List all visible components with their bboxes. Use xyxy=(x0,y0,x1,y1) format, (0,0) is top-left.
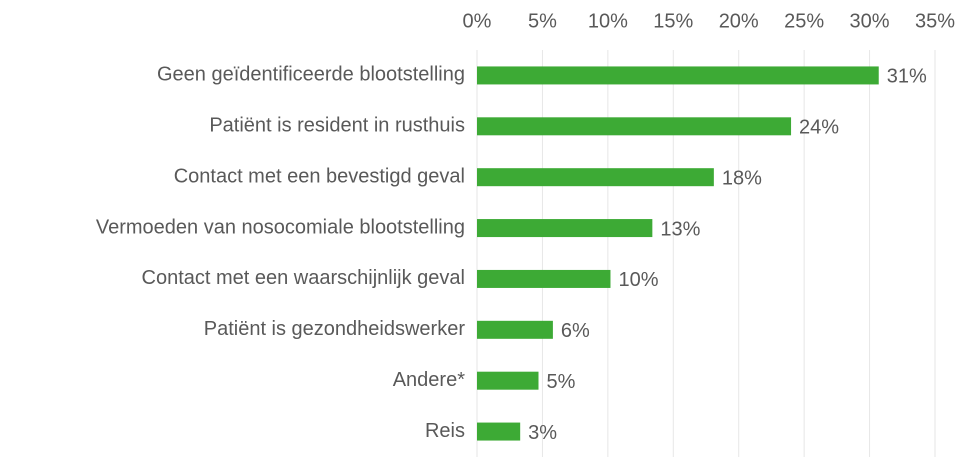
x-tick-label: 35% xyxy=(915,10,955,32)
data-label: 31% xyxy=(887,66,927,88)
bar xyxy=(477,168,714,187)
bar xyxy=(477,117,792,136)
bar xyxy=(477,66,879,85)
data-label: 18% xyxy=(722,167,762,189)
data-label: 13% xyxy=(660,218,700,240)
bar xyxy=(477,422,521,441)
y-tick-label: Reis xyxy=(425,420,465,442)
bar xyxy=(477,269,611,288)
x-tick-label: 10% xyxy=(588,10,628,32)
data-label: 5% xyxy=(547,371,576,393)
x-tick-label: 15% xyxy=(653,10,693,32)
data-label: 3% xyxy=(528,422,557,444)
y-tick-label: Contact met een bevestigd geval xyxy=(174,165,465,187)
data-label: 6% xyxy=(561,320,590,342)
x-tick-label: 0% xyxy=(463,10,492,32)
x-tick-label: 25% xyxy=(784,10,824,32)
x-tick-label: 30% xyxy=(850,10,890,32)
bar xyxy=(477,219,653,238)
data-label: 24% xyxy=(799,117,839,139)
y-tick-label: Geen geïdentificeerde blootstelling xyxy=(157,64,465,86)
x-tick-label: 20% xyxy=(719,10,759,32)
y-tick-label: Vermoeden van nosocomiale blootstelling xyxy=(96,216,465,238)
y-tick-label: Andere* xyxy=(393,369,465,391)
bar xyxy=(477,320,553,339)
y-tick-label: Contact met een waarschijnlijk geval xyxy=(142,267,466,289)
data-label: 10% xyxy=(618,269,658,291)
bar xyxy=(477,371,539,390)
x-tick-label: 5% xyxy=(528,10,557,32)
y-tick-label: Patiënt is resident in rusthuis xyxy=(209,115,465,137)
y-tick-label: Patiënt is gezondheidswerker xyxy=(204,318,466,340)
